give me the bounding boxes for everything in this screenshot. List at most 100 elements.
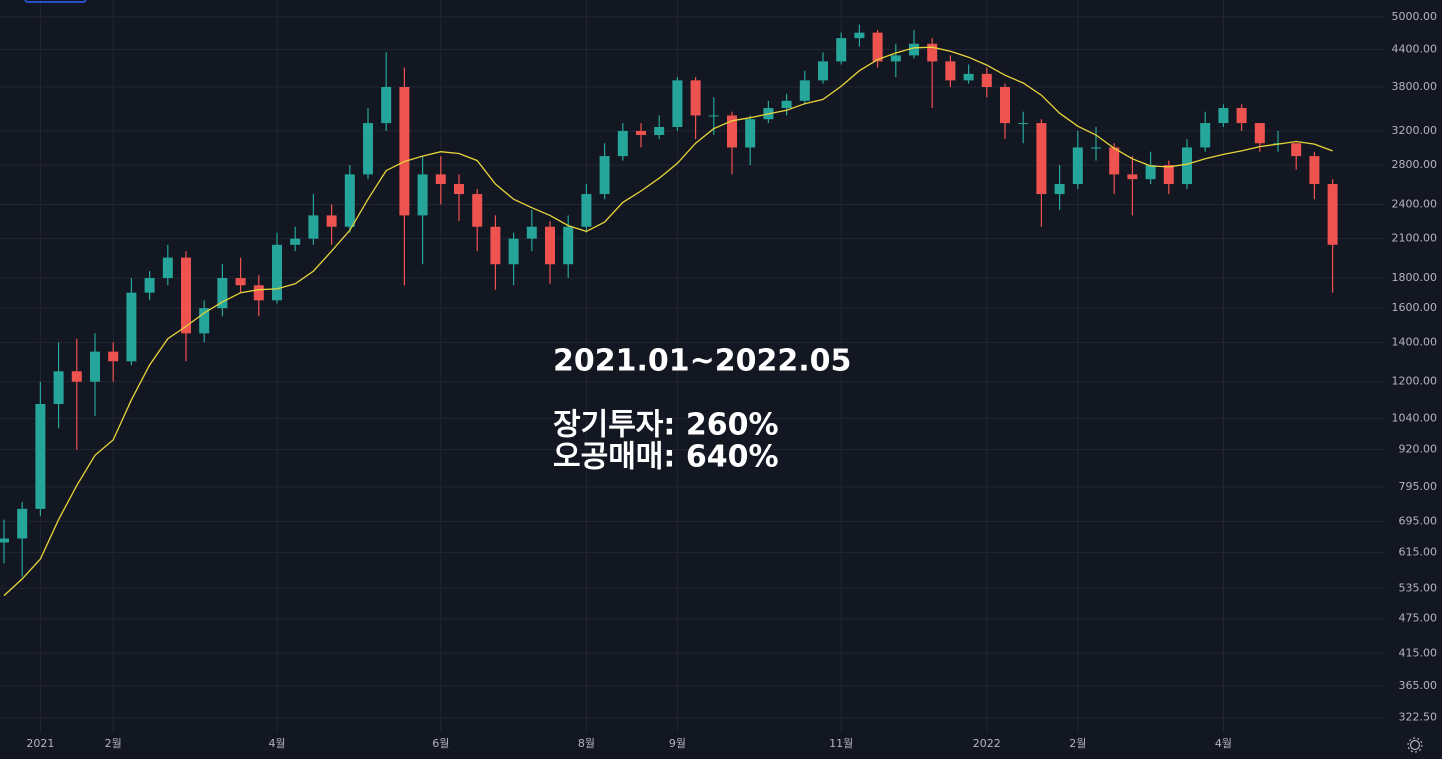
annotation: 장기투자: 260% [553,408,779,443]
y-tick-label: 615.00 [1399,546,1438,559]
candle-body [108,351,119,362]
grid [0,0,1385,732]
y-tick-label: 3200.00 [1392,124,1438,137]
candle-body [1072,147,1083,185]
candle-body [253,285,264,301]
candle-body [344,174,355,227]
candle-body [1054,184,1065,195]
candle-body [963,73,974,81]
candle-body [1109,147,1120,175]
candle-body [818,61,828,81]
candle-body [945,61,956,81]
y-tick-label: 322.50 [1399,711,1438,724]
candle-body [1036,123,1047,195]
x-tick-label: 4월 [1215,737,1232,750]
y-tick-label: 5000.00 [1392,10,1438,23]
y-tick-label: 3800.00 [1392,80,1438,93]
candle-body [454,184,464,195]
moving-average-line [3,46,1333,597]
candle-body [745,119,756,148]
annotation: 2021.01~2022.05 [553,344,851,379]
candle-body [1218,108,1229,124]
x-tick-label: 2021 [26,737,54,750]
candle-body [181,257,191,334]
y-tick-label: 1400.00 [1392,335,1438,348]
y-tick-label: 1200.00 [1392,375,1438,388]
candle-body [836,38,847,62]
candle-body [872,32,883,62]
candle-body [144,278,155,293]
x-tick-label: 8월 [578,737,595,750]
y-tick-label: 1040.00 [1392,411,1438,424]
candle-body [326,215,337,227]
candle-body [981,73,992,87]
candle-body [162,257,173,279]
candle-body [1309,156,1320,185]
candle-body [126,292,137,362]
y-tick-label: 2100.00 [1392,232,1438,245]
marks [0,24,1338,597]
candle-body [199,308,210,334]
candle-body [1127,174,1138,180]
candle-body [1145,165,1156,180]
x-tick-label: 2월 [1069,737,1086,750]
candle-body [690,80,701,116]
y-tick-label: 1600.00 [1392,301,1438,314]
candle-body [1182,147,1192,185]
candle-body [636,130,646,135]
candle-body [890,55,901,62]
candle-body [71,371,82,382]
y-tick-label: 695.00 [1399,514,1438,527]
y-tick-label: 4400.00 [1392,43,1438,56]
x-tick-label: 4월 [268,737,285,750]
candle-body [617,130,628,157]
candle-body [272,244,282,301]
candle-body [563,226,574,265]
candle-body [581,194,592,227]
annotation: 오공매매: 640% [553,440,779,475]
candle-body [727,115,737,148]
candle-body [363,123,373,175]
y-tick-label: 1800.00 [1392,271,1438,284]
candle-body [508,238,519,265]
candle-body [1291,143,1302,157]
candle-body [1327,184,1338,245]
candle-body [1091,147,1101,149]
candle-body [1163,165,1174,185]
candle-body [599,156,610,195]
candle-body [927,43,938,62]
y-tick-label: 365.00 [1399,679,1438,692]
y-tick-label: 2800.00 [1392,158,1438,171]
candle-body [17,508,28,539]
candle-body [909,43,919,56]
candle-body [435,174,446,185]
x-tick-label: 2022 [973,737,1001,750]
candle-body [35,403,46,509]
x-tick-label: 9월 [669,737,686,750]
candle-body [545,226,555,265]
candle-body [799,80,810,101]
settings-icon[interactable] [1407,737,1423,753]
candle-body [290,238,301,245]
candle-body [217,278,228,309]
candle-body [399,86,410,216]
candle-body [53,371,64,404]
candle-body [781,100,792,109]
candle-body [381,86,392,124]
candle-body [1200,123,1211,148]
candle-body [308,215,319,239]
candle-body [708,115,719,117]
x-tick-label: 6월 [432,737,449,750]
x-tick-label: 11월 [829,737,853,750]
candle-body [1236,108,1247,124]
y-tick-label: 920.00 [1399,443,1438,456]
toolbar-button[interactable] [24,0,87,3]
candle-body [526,226,537,239]
candle-body [654,126,665,135]
candle-body [490,226,501,265]
y-tick-label: 795.00 [1399,480,1438,493]
y-tick-label: 475.00 [1399,612,1438,625]
candle-body [90,351,100,382]
candle-body [854,32,865,39]
